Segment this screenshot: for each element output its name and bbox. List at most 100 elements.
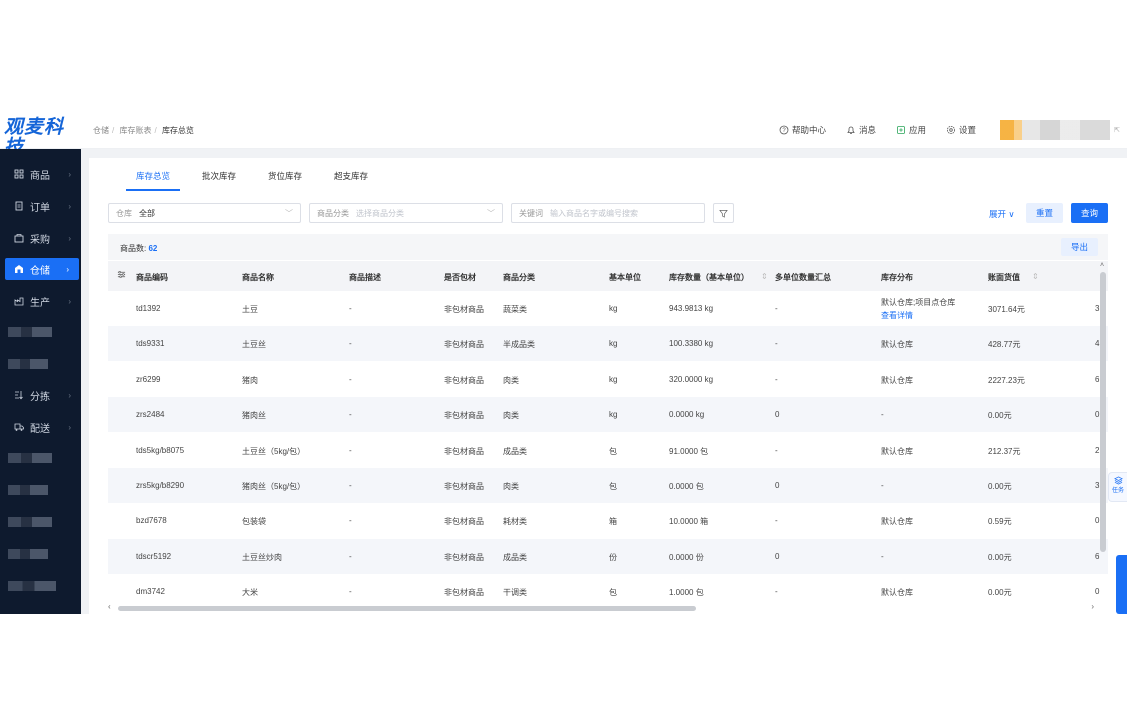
column-header[interactable]: 是否包材 bbox=[444, 273, 476, 282]
column-header[interactable]: 库存分布 bbox=[881, 273, 913, 282]
sidebar-item-label: 分拣 bbox=[30, 391, 50, 403]
cell-value: 0.00元 bbox=[988, 552, 1012, 562]
sort-icon[interactable]: ⇕ bbox=[761, 272, 768, 281]
cell-cat: 肉类 bbox=[503, 411, 519, 421]
sidebar-item-blurred[interactable] bbox=[8, 549, 48, 559]
cell-dist: 默认仓库 bbox=[881, 517, 913, 527]
purchase-icon bbox=[13, 233, 24, 244]
tab-inventory-overview[interactable]: 库存总览 bbox=[126, 164, 181, 191]
sidebar-item-sorting[interactable]: 分拣 › bbox=[0, 384, 81, 406]
cell-name: 大米 bbox=[242, 588, 258, 598]
sidebar-item-warehouse[interactable]: 仓储 › bbox=[5, 258, 79, 280]
table-row[interactable]: tdscr5192 土豆丝炒肉 - 非包材商品 成品类 份 0.0000 份 0 - 0.00元 6 bbox=[108, 538, 1108, 574]
table-row[interactable]: dm3742 大米 - 非包材商品 干调类 包 1.0000 包 - 默认仓库 0.00元 0 bbox=[108, 574, 1108, 601]
cell-code: zr6299 bbox=[136, 374, 161, 384]
export-button[interactable]: 导出 bbox=[1061, 238, 1098, 256]
scrollbar-thumb[interactable] bbox=[1100, 272, 1106, 552]
table-row[interactable]: bzd7678 包装袋 - 非包材商品 耗材类 箱 10.0000 箱 - 默认仓库 0.59元 0 bbox=[108, 503, 1108, 538]
view-details-link[interactable]: 查看详情 bbox=[881, 311, 913, 320]
settings-link[interactable]: 设置 bbox=[946, 124, 976, 136]
cell-unit: 份 bbox=[609, 552, 617, 562]
scroll-left-icon[interactable]: ‹ bbox=[108, 602, 111, 611]
cell-dist: - bbox=[881, 551, 884, 561]
logout-icon[interactable]: ⇱ bbox=[1114, 127, 1120, 134]
sidebar-item-blurred[interactable] bbox=[8, 453, 52, 463]
warehouse-select[interactable]: 仓库 全部 ﹀ bbox=[108, 203, 301, 223]
tab-batch-inventory[interactable]: 批次库存 bbox=[202, 171, 237, 181]
task-float-button[interactable]: 任务 bbox=[1108, 472, 1127, 502]
logo[interactable]: 观麦科技 GUANMAITECHNOLOGY bbox=[4, 118, 80, 164]
cell-pkg: 非包材商品 bbox=[444, 517, 484, 527]
sidebar-item-blurred[interactable] bbox=[8, 359, 48, 369]
column-header[interactable]: 商品描述 bbox=[349, 273, 381, 282]
breadcrumb-item[interactable]: 库存账表 bbox=[119, 126, 152, 135]
cell-cat: 成品类 bbox=[503, 446, 527, 456]
warehouse-label: 仓库 bbox=[116, 208, 132, 218]
vertical-scrollbar[interactable]: ˄ bbox=[1099, 262, 1107, 554]
column-settings-icon[interactable] bbox=[117, 270, 126, 281]
query-button[interactable]: 查询 bbox=[1071, 203, 1108, 223]
horizontal-scrollbar[interactable]: ‹ › bbox=[108, 602, 1094, 612]
cell-desc: - bbox=[349, 339, 352, 349]
column-header[interactable]: 商品编码 bbox=[136, 273, 168, 282]
messages-link[interactable]: 消息 bbox=[846, 124, 876, 136]
cell-dist: 默认仓库 bbox=[881, 340, 913, 350]
cell-pkg: 非包材商品 bbox=[444, 340, 484, 350]
sidebar-item-blurred[interactable] bbox=[8, 327, 52, 337]
grid-icon bbox=[13, 169, 24, 180]
gear-icon bbox=[947, 126, 956, 134]
cell-pkg: 非包材商品 bbox=[444, 482, 484, 491]
table-row[interactable]: tds9331 土豆丝 - 非包材商品 半成品类 kg 100.3380 kg - 默认仓库 42… bbox=[108, 326, 1108, 362]
column-header[interactable]: 账面货值 bbox=[988, 273, 1020, 282]
cell-qty: 0.0000 包 bbox=[669, 482, 704, 491]
breadcrumb-item[interactable]: 仓储 bbox=[93, 126, 109, 135]
table-row[interactable]: zrs2484 猪肉丝 - 非包材商品 肉类 kg 0.0000 kg 0 - 0.00元 0 bbox=[108, 397, 1108, 433]
scrollbar-thumb[interactable] bbox=[118, 606, 696, 611]
cell-qty: 1.0000 包 bbox=[669, 588, 704, 598]
sidebar-item-production[interactable]: 生产 › bbox=[0, 290, 81, 312]
table-row[interactable]: zrs5kg/b8290 猪肉丝（5kg/包） - 非包材商品 肉类 包 0.0000 包 0… bbox=[108, 468, 1108, 503]
cell-pkg: 非包材商品 bbox=[444, 411, 484, 421]
cell-code: td1392 bbox=[136, 304, 161, 313]
cell-cat: 成品类 bbox=[503, 552, 527, 562]
cell-name: 猪肉丝 bbox=[242, 411, 266, 421]
chevron-down-icon: ∨ bbox=[1006, 209, 1015, 219]
cell-value: 2227.23元 bbox=[988, 375, 1025, 385]
tab-overdraft-inventory[interactable]: 超支库存 bbox=[334, 171, 369, 181]
cell-name: 猪肉丝（5kg/包） bbox=[242, 482, 306, 491]
sidebar-item-goods[interactable]: 商品 › bbox=[0, 163, 81, 185]
sidebar-item-orders[interactable]: 订单 › bbox=[0, 195, 81, 217]
cell-qty: 91.0000 包 bbox=[669, 446, 709, 456]
reset-button[interactable]: 重置 bbox=[1026, 203, 1063, 223]
table-row[interactable]: tds5kg/b8075 土豆丝（5kg/包） - 非包材商品 成品类 包 91.0000 … bbox=[108, 433, 1108, 468]
column-header[interactable]: 多单位数量汇总 bbox=[775, 273, 831, 282]
sidebar-item-blurred[interactable] bbox=[8, 517, 52, 527]
sort-icon[interactable]: ⇕ bbox=[1032, 272, 1039, 281]
side-service-tab[interactable] bbox=[1116, 555, 1127, 614]
sidebar-item-label: 仓储 bbox=[30, 265, 50, 277]
scroll-right-icon[interactable]: › bbox=[1091, 602, 1094, 611]
user-avatar-blurred[interactable] bbox=[1000, 120, 1110, 140]
expand-toggle[interactable]: 展开 ∨ bbox=[989, 208, 1015, 220]
sidebar-item-blurred[interactable] bbox=[8, 581, 56, 591]
sidebar-item-blurred[interactable] bbox=[8, 485, 48, 495]
category-select[interactable]: 商品分类 选择商品分类 ﹀ bbox=[309, 203, 503, 223]
apps-link[interactable]: 应用 bbox=[896, 124, 926, 136]
column-header[interactable]: 库存数量（基本单位） bbox=[669, 273, 749, 282]
keyword-input[interactable]: 关键词 输入商品名字或编号搜索 bbox=[511, 203, 705, 223]
cell-code: bzd7678 bbox=[136, 516, 167, 526]
scroll-up-icon[interactable]: ˄ bbox=[1100, 262, 1105, 269]
sidebar-item-purchase[interactable]: 采购 › bbox=[0, 227, 81, 249]
cell-qty: 320.0000 kg bbox=[669, 374, 714, 384]
header-links: ? 帮助中心 消息 应用 设置 bbox=[779, 124, 976, 136]
column-header[interactable]: 商品名称 bbox=[242, 273, 274, 282]
column-header[interactable]: 基本单位 bbox=[609, 273, 641, 282]
table-row[interactable]: zr6299 猪肉 - 非包材商品 肉类 kg 320.0000 kg - 默认仓库 2227.2… bbox=[108, 362, 1108, 397]
column-header[interactable]: 商品分类 bbox=[503, 273, 535, 282]
filter-button[interactable] bbox=[713, 203, 734, 223]
table-row[interactable]: td1392 土豆 - 非包材商品 蔬菜类 kg 943.9813 kg - 默认仓库;项目点仓… bbox=[108, 291, 1108, 326]
help-center-link[interactable]: ? 帮助中心 bbox=[779, 124, 826, 136]
tab-location-inventory[interactable]: 货位库存 bbox=[268, 171, 303, 181]
cell-unit: kg bbox=[609, 410, 618, 420]
sidebar-item-delivery[interactable]: 配送 › bbox=[0, 416, 81, 438]
